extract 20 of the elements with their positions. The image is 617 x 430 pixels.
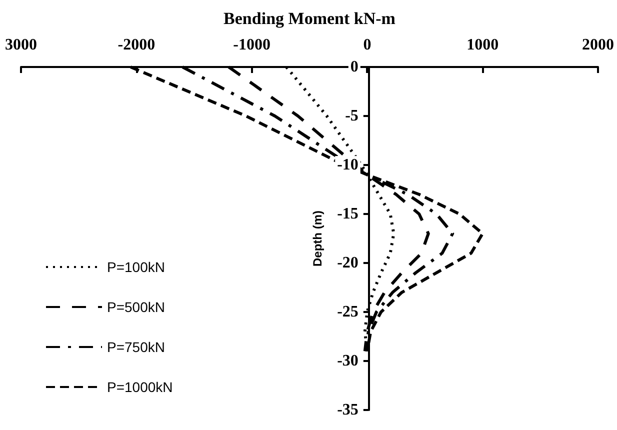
y-axis-title: Depth (m) [310, 210, 324, 266]
y-tick-label: -30 [337, 352, 358, 370]
legend-label: P=500kN [107, 299, 165, 315]
x-tick-label: 2000 [582, 36, 614, 54]
legend-label: P=100kN [107, 259, 165, 275]
y-tick-label: -35 [337, 402, 358, 418]
y-tick-label: -10 [337, 156, 358, 174]
x-tick-label: 3000 [5, 36, 37, 54]
x-tick-label: -1000 [233, 36, 270, 54]
y-tick-label: -15 [337, 206, 358, 222]
legend-label: P=750kN [107, 339, 165, 355]
y-tick-label: -25 [337, 304, 358, 320]
y-tick-label: -5 [345, 108, 358, 124]
y-tick-label: 0 [350, 58, 358, 76]
x-tick-label: 0 [363, 36, 372, 54]
x-tick-label: 1000 [466, 36, 499, 54]
x-tick-label: -2000 [118, 36, 156, 54]
y-tick-label: -20 [337, 254, 358, 272]
x-axis-title: Bending Moment kN-m [224, 9, 396, 28]
legend-label: P=1000kN [107, 379, 173, 395]
